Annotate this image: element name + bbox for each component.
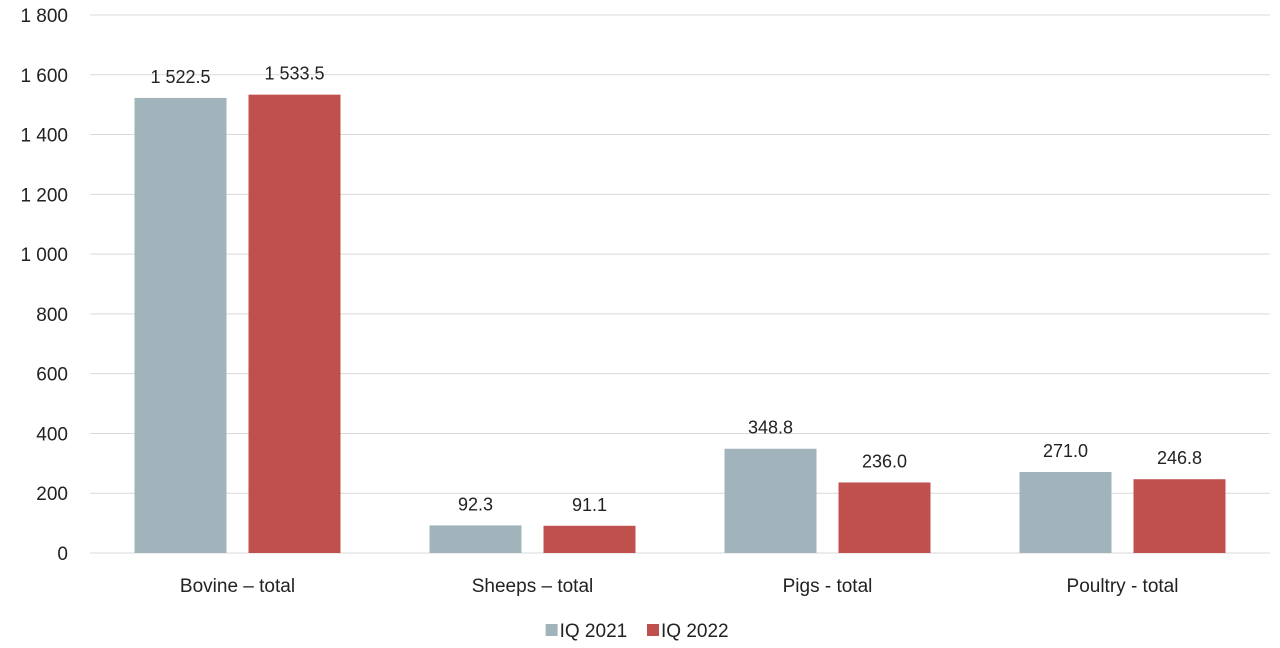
bars xyxy=(134,94,1226,554)
bar-iq-2021-0 xyxy=(134,97,227,554)
y-tick-label: 1 800 xyxy=(20,6,68,27)
data-label: 91.1 xyxy=(572,495,607,515)
data-label: 1 522.5 xyxy=(150,67,210,87)
data-label: 348.8 xyxy=(748,418,793,438)
y-tick-label: 0 xyxy=(57,544,68,565)
category-label: Poultry - total xyxy=(1067,576,1179,597)
legend-item: IQ 2022 xyxy=(647,621,729,642)
bar-iq-2021-2 xyxy=(724,448,817,553)
data-label: 236.0 xyxy=(862,451,907,471)
bar-iq-2022-0 xyxy=(248,94,341,553)
data-label: 271.0 xyxy=(1043,441,1088,461)
legend-label: IQ 2022 xyxy=(661,621,729,642)
bar-iq-2021-3 xyxy=(1019,472,1112,553)
data-labels: 1 522.5 1 533.5 92.3 91.1 348.8 236.0 271.0 246… xyxy=(150,64,1202,515)
category-label: Pigs - total xyxy=(783,576,873,597)
legend-label: IQ 2021 xyxy=(560,621,628,642)
bar-iq-2022-3 xyxy=(1133,479,1226,553)
y-tick-label: 1 000 xyxy=(20,245,68,266)
y-tick-label: 1 400 xyxy=(20,126,68,147)
legend-swatch xyxy=(545,624,558,636)
y-tick-label: 1 600 xyxy=(20,66,68,87)
x-axis-category-labels: Bovine – total Sheeps – total Pigs - total… xyxy=(180,576,1179,597)
y-tick-label: 1 200 xyxy=(20,185,68,206)
data-label: 1 533.5 xyxy=(264,64,324,84)
legend-item: IQ 2021 xyxy=(545,621,628,642)
category-label: Sheeps – total xyxy=(472,576,593,597)
legend-swatch xyxy=(647,624,659,636)
legend: IQ 2021 IQ 2022 xyxy=(545,621,729,642)
y-axis-tick-labels: 0 200 400 600 800 1 000 1 200 1 400 1 600 1 800 xyxy=(20,6,68,565)
y-tick-label: 200 xyxy=(36,484,68,505)
y-tick-label: 400 xyxy=(36,424,68,445)
bar-iq-2022-2 xyxy=(838,482,931,553)
data-label: 92.3 xyxy=(458,494,493,514)
data-label: 246.8 xyxy=(1157,448,1202,468)
y-tick-label: 800 xyxy=(36,305,68,326)
y-tick-label: 600 xyxy=(36,365,68,386)
category-label: Bovine – total xyxy=(180,576,295,597)
bar-iq-2022-1 xyxy=(543,525,636,553)
bar-iq-2021-1 xyxy=(429,525,522,553)
